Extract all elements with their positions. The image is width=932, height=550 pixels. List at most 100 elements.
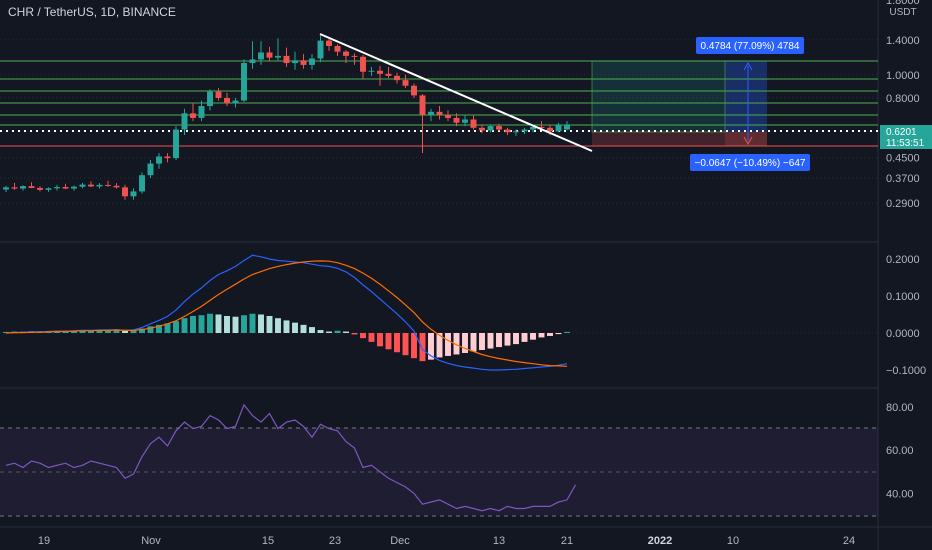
candle-body [181,113,188,130]
candle-body [283,55,290,64]
rsi-line [5,403,577,512]
candle-body [385,73,392,76]
position-arrow-down-icon [743,136,753,146]
candle-body [487,126,494,131]
candle-body [334,45,341,52]
histogram-bar [445,333,451,356]
signal-line [5,260,568,367]
candle-body [462,119,468,123]
position-stop-zone[interactable] [592,132,725,146]
candle-body [156,156,162,164]
candles[interactable] [3,35,570,200]
candle-body [139,175,145,192]
histogram-bar [487,333,494,349]
candle-body [479,127,485,131]
histogram-bar [173,321,179,333]
candle-body [470,119,477,128]
candle-body [54,187,60,189]
histogram-bar [538,333,545,338]
rsi-axis-tick: 80.00 [886,402,914,414]
histogram-bar [232,316,239,333]
price-axis[interactable]: 1.4000 1.0000 0.8000 0.4500 0.3700 0.2900 1.80… [886,0,920,210]
candle-body [453,117,460,123]
candle-body [377,70,383,74]
histogram-bar [266,315,273,333]
symbol-title[interactable]: CHR / TetherUS, 1D, BINANCE [8,5,176,19]
macd-axis-tick: 0.2000 [886,254,920,266]
rsi-axis-tick: 40.00 [886,488,914,500]
candle-body [37,187,43,190]
trend-line[interactable] [319,33,593,152]
histogram-bar [105,330,111,333]
price-axis-tick: 0.3700 [886,173,920,185]
time-axis-label: 23 [329,535,341,547]
candle-body [164,156,171,159]
candle-body [232,100,239,104]
macd-axis[interactable]: 0.2000 0.1000 0.0000 −0.1000 [886,254,926,377]
histogram-bar [130,330,137,333]
histogram-bar [113,330,120,333]
histogram-bar [479,333,485,351]
histogram-bar [326,331,332,333]
time-axis-label: 2022 [648,535,672,547]
candle-body [3,187,9,190]
histogram-bar [224,315,230,333]
candle-body [130,191,137,197]
candle-body [445,114,451,118]
histogram-bar [513,333,519,345]
histogram-bar [343,331,349,333]
stop-label: −0.0647 (−10.49%) −647 [695,158,806,169]
histogram-bar [453,333,460,355]
candle-body [436,111,443,115]
histogram-bar [419,333,426,362]
target-label-box[interactable] [696,37,804,54]
candle-body [538,126,545,128]
histogram-bar [368,333,375,342]
candle-body [241,63,247,101]
candle-body [79,184,86,187]
stop-label-box[interactable] [690,154,810,171]
price-axis-tick: 1.0000 [886,70,920,82]
target-label: 0.4784 (77.09%) 4784 [701,41,800,52]
macd-histogram [3,313,570,362]
candle-body [105,184,111,186]
histogram-bar [215,314,222,333]
histogram-bar [351,333,358,335]
candle-body [45,188,52,190]
candle-body [173,129,179,159]
candle-body [113,185,120,188]
candle-body [530,126,536,130]
histogram-bar [300,324,307,333]
candle-body [309,58,315,65]
candle-body [547,127,553,132]
price-axis-tick: 0.8000 [886,93,920,105]
histogram-bar [164,323,171,333]
candle-body [249,59,256,64]
price-axis-tick: 1.8000 [886,0,920,7]
candle-body [122,187,128,197]
histogram-bar [547,333,553,336]
histogram-bar [530,333,536,340]
histogram-bar [96,330,103,333]
time-axis-label: 13 [493,535,505,547]
candle-body [62,187,69,189]
position-target-zone[interactable] [591,60,726,133]
time-axis[interactable]: 19 Nov 15 23 Dec 13 21 2022 10 24 [38,535,855,547]
rsi-axis[interactable]: 80.00 60.00 40.00 [886,402,914,500]
histogram-bar [334,330,341,333]
candle-body [224,97,230,104]
time-axis-label: 19 [38,535,50,547]
histogram-bar [385,333,392,350]
bar-countdown: 11:53:51 [886,138,925,149]
histogram-bar [436,333,443,358]
histogram-bar [79,330,86,333]
histogram-bar [504,333,511,346]
current-price-tag[interactable] [880,125,932,149]
histogram-bar [521,333,528,342]
candle-body [564,124,570,130]
histogram-bar [564,331,570,333]
histogram-bar [139,328,145,333]
histogram-bar [258,314,264,333]
